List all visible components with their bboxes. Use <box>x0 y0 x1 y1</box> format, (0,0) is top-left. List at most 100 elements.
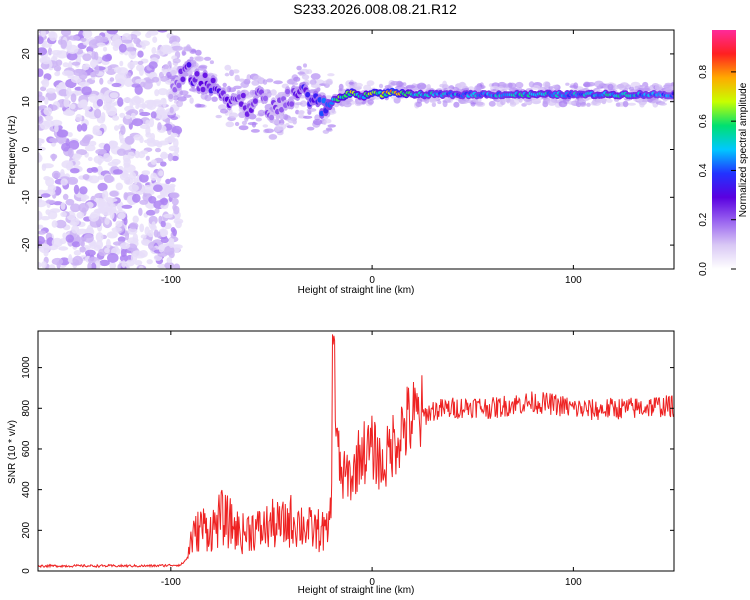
snr-frame <box>37 330 675 572</box>
noise-blob <box>99 259 110 267</box>
noise-blob <box>127 61 136 69</box>
noise-blob <box>109 140 119 148</box>
noise-blob <box>38 146 46 151</box>
halo-blob <box>299 100 307 107</box>
halo-blob <box>431 102 437 108</box>
noise-blob <box>68 254 73 264</box>
noise-blob <box>38 224 44 230</box>
noise-blob <box>93 129 103 136</box>
noise-blob <box>43 107 53 116</box>
noise-blob <box>109 92 119 99</box>
halo-blob <box>297 71 305 75</box>
halo-blob <box>474 85 482 92</box>
noise-blob <box>67 147 74 158</box>
halo-blob <box>437 100 442 105</box>
noise-blob <box>169 106 174 114</box>
halo-blob <box>276 123 287 131</box>
noise-blob <box>63 109 75 116</box>
halo-blob <box>424 97 430 104</box>
halo-blob <box>354 82 363 88</box>
ridge-core <box>238 101 244 107</box>
noise-blob <box>113 66 122 74</box>
ridge-core <box>200 86 206 93</box>
halo-blob <box>429 95 440 101</box>
noise-blob <box>126 259 135 267</box>
halo-blob <box>296 65 302 71</box>
halo-blob <box>225 121 235 128</box>
halo-blob <box>366 80 375 86</box>
noise-blob <box>38 68 44 77</box>
noise-blob <box>66 87 72 97</box>
noise-blob <box>164 262 175 269</box>
noise-blob <box>62 193 69 200</box>
noise-blob <box>56 129 68 138</box>
halo-blob <box>647 98 653 103</box>
noise-blob <box>62 70 74 77</box>
noise-blob <box>68 35 81 41</box>
noise-blob <box>95 65 100 75</box>
halo-blob <box>170 70 177 75</box>
noise-blob <box>44 96 49 105</box>
y-tick-label: -20 <box>21 237 32 252</box>
halo-blob <box>373 95 381 100</box>
halo-blob <box>586 102 591 107</box>
noise-blob <box>40 193 51 198</box>
halo-blob <box>172 58 181 64</box>
halo-blob <box>363 84 372 91</box>
noise-blob <box>132 233 138 242</box>
noise-blob <box>120 125 126 135</box>
halo-blob <box>224 72 230 77</box>
noise-blob <box>109 190 119 197</box>
noise-blob <box>43 120 55 128</box>
noise-blob <box>147 140 157 147</box>
halo-blob <box>542 81 551 89</box>
colorbar-tick-label: 0.8 <box>698 64 709 78</box>
spectrogram-y-label: Frequency (Hz) <box>7 116 18 185</box>
noise-blob <box>55 219 67 229</box>
halo-blob <box>203 56 212 61</box>
noise-blob <box>61 160 74 169</box>
halo-blob <box>322 129 330 134</box>
noise-blob <box>171 155 179 161</box>
ridge-core <box>289 101 295 107</box>
halo-blob <box>471 97 482 103</box>
halo-blob <box>599 98 607 102</box>
halo-blob <box>250 129 260 133</box>
noise-blob <box>134 97 145 104</box>
noise-blob <box>38 36 44 45</box>
noise-blob <box>151 47 157 55</box>
halo-blob <box>293 76 301 82</box>
halo-blob <box>664 82 673 86</box>
noise-blob <box>67 132 73 138</box>
noise-blob <box>102 54 112 62</box>
noise-blob <box>51 50 63 55</box>
noise-blob <box>146 259 153 265</box>
noise-blob <box>68 140 80 150</box>
noise-blob <box>169 185 175 193</box>
noise-blob <box>54 124 59 133</box>
noise-blob <box>103 152 110 162</box>
halo-blob <box>578 98 584 103</box>
colorbar-ticks: 0.0 0.2 0.4 0.6 0.8 <box>698 64 736 276</box>
noise-blob <box>121 260 126 268</box>
colorbar-scale <box>712 30 736 269</box>
halo-blob <box>194 56 204 62</box>
halo-blob <box>312 118 323 126</box>
halo-blob <box>302 115 313 119</box>
y-tick-label: 200 <box>21 522 32 539</box>
noise-blob <box>90 262 97 269</box>
noise-blob <box>103 174 114 184</box>
noise-blob <box>117 97 124 107</box>
halo-blob <box>270 89 277 96</box>
noise-blob <box>80 37 87 42</box>
x-tick-label: 100 <box>565 275 582 286</box>
noise-blob <box>73 250 82 256</box>
noise-blob <box>121 39 133 44</box>
y-tick-label: 10 <box>21 96 32 108</box>
noise-blob <box>88 39 100 49</box>
noise-blob <box>150 159 157 165</box>
noise-blob <box>105 196 113 203</box>
halo-blob <box>378 83 384 89</box>
halo-blob <box>670 82 674 87</box>
